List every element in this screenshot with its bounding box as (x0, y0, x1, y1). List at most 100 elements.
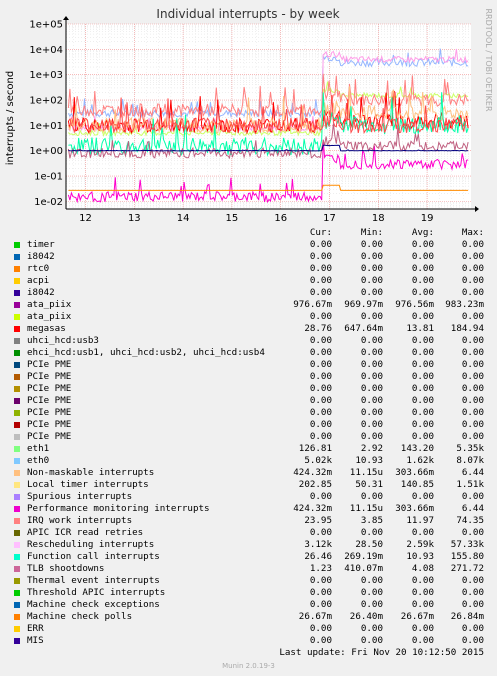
legend-swatch (14, 386, 20, 392)
legend-min-value: 0.00 (360, 347, 383, 358)
legend-row: IRQ work interrupts 23.95 3.85 11.97 74.35 (0, 515, 497, 527)
legend-row: ata_piix 0.00 0.00 0.00 0.00 (0, 311, 497, 323)
legend-cur-value: 0.00 (309, 419, 332, 430)
legend-row: TLB shootdowns 1.23 410.07m 4.08 271.72 (0, 563, 497, 575)
legend-avg-value: 0.00 (411, 623, 434, 634)
header-min: Min: (360, 227, 383, 238)
legend-series-name: Local timer interrupts (27, 479, 149, 490)
legend-swatch (14, 638, 20, 644)
legend-swatch (14, 482, 20, 488)
legend-row: Machine check polls 26.67m 26.40m 26.67m 26.… (0, 611, 497, 623)
legend-row: PCIe PME 0.00 0.00 0.00 0.00 (0, 371, 497, 383)
legend-series-name: Threshold APIC interrupts (27, 587, 166, 598)
legend-cur-value: 26.46 (304, 551, 332, 562)
legend-max-value: 0.00 (461, 335, 484, 346)
legend-row: timer 0.00 0.00 0.00 0.00 (0, 239, 497, 251)
legend-series-name: PCIe PME (27, 359, 72, 370)
legend-series-name: Performance monitoring interrupts (27, 503, 210, 514)
legend-row: PCIe PME 0.00 0.00 0.00 0.00 (0, 395, 497, 407)
legend-row: ata_piix 976.67m 969.97m 976.56m 983.23m (0, 299, 497, 311)
legend-series-name: PCIe PME (27, 419, 72, 430)
legend-swatch (14, 518, 20, 524)
legend-avg-value: 0.00 (411, 347, 434, 358)
legend-cur-value: 424.32m (293, 503, 332, 514)
legend-max-value: 271.72 (450, 563, 484, 574)
legend-row: PCIe PME 0.00 0.00 0.00 0.00 (0, 407, 497, 419)
legend-max-value: 0.00 (461, 347, 484, 358)
legend-max-value: 155.80 (450, 551, 484, 562)
legend-swatch (14, 374, 20, 380)
x-tick-label: 15 (226, 213, 239, 224)
legend-min-value: 26.40m (349, 611, 383, 622)
legend-series-name: PCIe PME (27, 371, 72, 382)
legend-min-value: 0.00 (360, 599, 383, 610)
legend-cur-value: 26.67m (298, 611, 332, 622)
legend-avg-value: 0.00 (411, 383, 434, 394)
legend-series-name: timer (27, 239, 55, 250)
legend-cur-value: 0.00 (309, 623, 332, 634)
legend-swatch (14, 398, 20, 404)
legend-swatch (14, 266, 20, 272)
legend-avg-value: 0.00 (411, 311, 434, 322)
legend-cur-value: 0.00 (309, 395, 332, 406)
legend-cur-value: 0.00 (309, 347, 332, 358)
legend-series-name: uhci_hcd:usb3 (27, 335, 99, 346)
x-tick-label: 16 (274, 213, 287, 224)
legend-max-value: 0.00 (461, 251, 484, 262)
legend-min-value: 0.00 (360, 383, 383, 394)
legend-swatch (14, 542, 20, 548)
legend-table: Cur: Min: Avg: Max: timer 0.00 0.00 0.00 0.0… (0, 227, 497, 647)
legend-cur-value: 0.00 (309, 239, 332, 250)
legend-min-value: 3.85 (360, 515, 383, 526)
legend-min-value: 0.00 (360, 251, 383, 262)
legend-max-value: 5.35k (456, 443, 484, 454)
legend-min-value: 0.00 (360, 335, 383, 346)
legend-row: Spurious interrupts 0.00 0.00 0.00 0.00 (0, 491, 497, 503)
legend-min-value: 410.07m (344, 563, 383, 574)
legend-avg-value: 0.00 (411, 359, 434, 370)
legend-row: Threshold APIC interrupts 0.00 0.00 0.00 0.0… (0, 587, 497, 599)
legend-avg-value: 4.08 (411, 563, 434, 574)
legend-swatch (14, 458, 20, 464)
grid (66, 23, 471, 210)
legend-max-value: 74.35 (456, 515, 484, 526)
legend-min-value: 10.93 (355, 455, 383, 466)
legend-max-value: 0.00 (461, 359, 484, 370)
legend-cur-value: 28.76 (304, 323, 332, 334)
legend-max-value: 0.00 (461, 491, 484, 502)
legend-min-value: 0.00 (360, 395, 383, 406)
legend-avg-value: 0.00 (411, 599, 434, 610)
legend-row: PCIe PME 0.00 0.00 0.00 0.00 (0, 359, 497, 371)
series-line (67, 89, 469, 135)
legend-series-name: Machine check polls (27, 611, 133, 622)
legend-swatch (14, 290, 20, 296)
legend-swatch (14, 338, 20, 344)
y-axis-label: interrupts / second (5, 71, 16, 165)
legend-series-name: rtc0 (27, 263, 50, 274)
series-line (68, 94, 469, 135)
legend-row: Function call interrupts 26.46 269.19m 10.9… (0, 551, 497, 563)
legend-cur-value: 976.67m (293, 299, 332, 310)
legend-avg-value: 1.62k (406, 455, 434, 466)
chart-title: Individual interrupts - by week (156, 7, 339, 21)
series-line (67, 48, 469, 119)
legend-swatch (14, 410, 20, 416)
legend-avg-value: 0.00 (411, 239, 434, 250)
legend-row: Rescheduling interrupts 3.12k 28.50 2.59k 57… (0, 539, 497, 551)
legend-min-value: 0.00 (360, 311, 383, 322)
legend-swatch (14, 314, 20, 320)
legend-swatch (14, 602, 20, 608)
legend-min-value: 0.00 (360, 635, 383, 646)
legend-swatch (14, 446, 20, 452)
legend-max-value: 6.44 (461, 503, 484, 514)
legend-min-value: 11.15u (349, 467, 383, 478)
legend-max-value: 0.00 (461, 527, 484, 538)
legend-min-value: 0.00 (360, 407, 383, 418)
legend-avg-value: 140.85 (400, 479, 434, 490)
last-update: Last update: Fri Nov 20 10:12:50 2015 (279, 647, 484, 658)
legend-avg-value: 0.00 (411, 335, 434, 346)
legend-avg-value: 0.00 (411, 287, 434, 298)
legend-swatch (14, 362, 20, 368)
series-line (68, 92, 469, 157)
legend-series-name: ehci_hcd:usb1, uhci_hcd:usb2, uhci_hcd:u… (27, 347, 265, 358)
